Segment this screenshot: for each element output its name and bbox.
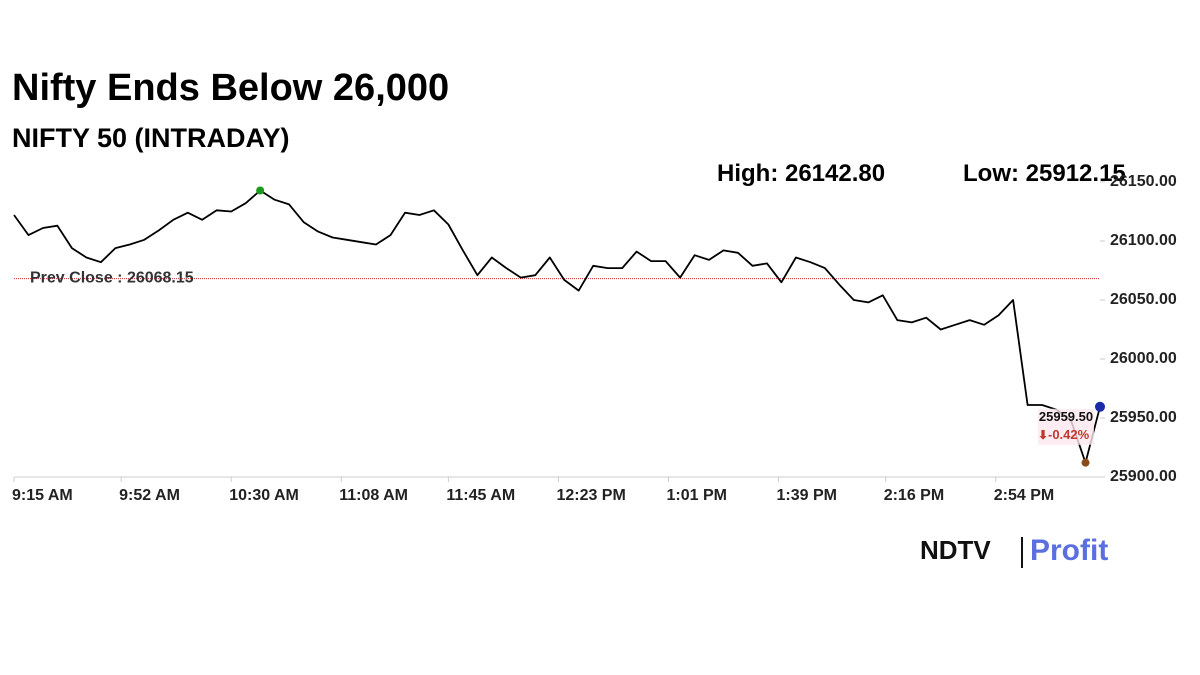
high-label: High:: [717, 160, 778, 187]
chart-title: Nifty Ends Below 26,000: [12, 67, 449, 109]
low-marker: [1081, 458, 1090, 467]
x-tick-label: 1:39 PM: [777, 487, 837, 504]
x-tick-label: 2:16 PM: [884, 487, 944, 504]
low-label: Low:: [963, 160, 1019, 187]
y-tick-label: 26150.00: [1110, 173, 1177, 190]
price-line: [13, 189, 1101, 464]
high-stat: High: 26142.80: [717, 160, 885, 187]
last-change: -0.42%: [1048, 427, 1090, 442]
x-tick-label: 2:54 PM: [994, 487, 1054, 504]
x-tick-label: 9:15 AM: [12, 487, 73, 504]
logo-product: Profit: [1030, 534, 1108, 567]
y-tick-label: 26000.00: [1110, 350, 1177, 367]
logo-brand: NDTV: [920, 535, 991, 565]
x-tick-label: 12:23 PM: [556, 487, 625, 504]
y-tick-label: 26100.00: [1110, 232, 1177, 249]
y-tick-label: 25950.00: [1110, 409, 1177, 426]
x-tick-label: 11:45 AM: [446, 487, 515, 504]
low-value: 25912.15: [1026, 160, 1126, 187]
last-label-bg: [1038, 408, 1094, 445]
x-tick-label: 10:30 AM: [229, 487, 299, 504]
last-marker: [1095, 401, 1105, 412]
y-tick-label: 26050.00: [1110, 291, 1177, 308]
high-marker: [256, 186, 265, 195]
y-tick-label: 25900.00: [1110, 468, 1177, 485]
prev-close-text: Prev Close : 26068.15: [30, 270, 194, 287]
prev-close-label: Prev Close :: [30, 270, 122, 287]
x-tick-label: 11:08 AM: [339, 487, 408, 504]
last-value: 25959.50: [1039, 409, 1093, 424]
chart-subtitle: NIFTY 50 (INTRADAY): [12, 123, 290, 153]
x-tick-label: 1:01 PM: [666, 487, 726, 504]
high-value: 26142.80: [785, 160, 885, 187]
x-tick-label: 9:52 AM: [119, 487, 180, 504]
prev-close-value: 26068.15: [127, 270, 194, 287]
low-stat: Low: 25912.15: [963, 160, 1126, 187]
change-arrow: ⬇: [1038, 428, 1048, 442]
